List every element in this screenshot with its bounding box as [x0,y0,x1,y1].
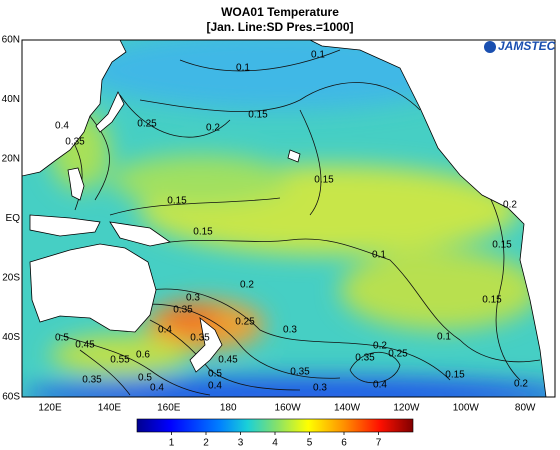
contour-label: 0.25 [235,317,255,328]
contour-label: 0.15 [482,295,502,306]
lon-label: 100W [453,403,480,414]
contour-label: 0.1 [236,63,250,74]
colorbar [136,418,414,433]
contour-labels: 0.10.10.150.20.250.40.350.150.150.150.10… [55,50,528,394]
map-frame [21,39,556,398]
contour-label: 0.3 [186,293,200,304]
indonesia [29,214,101,237]
contour-label: 0.4 [373,380,387,391]
australia [29,243,157,333]
lat-label: 40S [2,332,20,343]
land [22,40,555,397]
colorbar-label: 4 [272,438,278,449]
colorbar-label: 2 [203,438,209,449]
contour-label: 0.15 [193,227,213,238]
colorbar-label: 6 [341,438,347,449]
contour-label: 0.2 [240,280,254,291]
contour-label: 0.25 [388,349,408,360]
lat-label: 60N [2,35,20,46]
contour-label: 0.35 [290,367,310,378]
contour-label: 0.15 [167,196,187,207]
lat-label: 60S [2,392,20,403]
colorbar-label: 3 [238,438,244,449]
americas [309,40,555,397]
contour-label: 0.15 [445,370,465,381]
hawaii [287,149,301,163]
contour-label: 0.35 [355,353,375,364]
contour-label: 0.35 [82,375,102,386]
lon-label: 80W [515,403,536,414]
contour-label: 0.2 [206,123,220,134]
asia [22,40,127,177]
contour-label: 0.2 [514,379,528,390]
contour-label: 0.15 [314,175,334,186]
philippines [67,167,85,201]
logo-icon [484,41,496,53]
title: WOA01 Temperature [221,5,339,19]
contour-label: 0.6 [136,350,150,361]
lon-label: 120E [38,403,62,414]
contour-label: 0.15 [492,240,512,251]
lon-label: 140W [334,403,361,414]
contour-label: 0.4 [55,121,69,132]
temperature-field [22,40,555,397]
lat-label: 40N [2,94,20,105]
contour-label: 0.5 [208,369,222,380]
lat-label: 20N [2,154,20,165]
lon-label: 160E [157,403,181,414]
contour-label: 0.3 [283,325,297,336]
contour-label: 0.5 [138,373,152,384]
lon-label: 120W [393,403,420,414]
contour-label: 0.45 [218,355,238,366]
map-area [22,40,555,397]
contour-label: 0.1 [437,332,451,343]
contour-label: 0.1 [372,250,386,261]
lon-label: 140E [98,403,122,414]
lat-label: 20S [2,273,20,284]
contour-label: 0.35 [173,305,193,316]
lat-label: EQ [6,213,21,224]
contour-label: 0.25 [137,119,157,130]
logo-text: JAMSTEC [498,39,556,53]
contour-label: 0.5 [55,333,69,344]
contour-label: 0.35 [65,137,85,148]
contour-label: 0.4 [150,383,164,394]
lon-label: 180 [220,403,237,414]
new-zealand [189,317,223,373]
colorbar-label: 5 [307,438,313,449]
contour-label: 0.2 [373,341,387,352]
new-guinea [109,221,171,247]
japan [95,91,125,133]
subtitle: [Jan. Line:SD Pres.=1000] [206,20,353,34]
colorbar-label: 1 [169,438,175,449]
contour-label: 0.55 [110,355,130,366]
contour-label: 0.4 [158,325,172,336]
contour-label: 0.1 [311,50,325,61]
contour-label: 0.3 [313,383,327,394]
contour-label: 0.15 [248,110,268,121]
logo: JAMSTEC [484,39,556,53]
contour-label: 0.35 [190,333,210,344]
contour-label: 0.2 [503,200,517,211]
contour-label: 0.45 [75,340,95,351]
colorbar-label: 7 [376,438,382,449]
lon-label: 160W [275,403,302,414]
contour-label: 0.4 [208,381,222,392]
